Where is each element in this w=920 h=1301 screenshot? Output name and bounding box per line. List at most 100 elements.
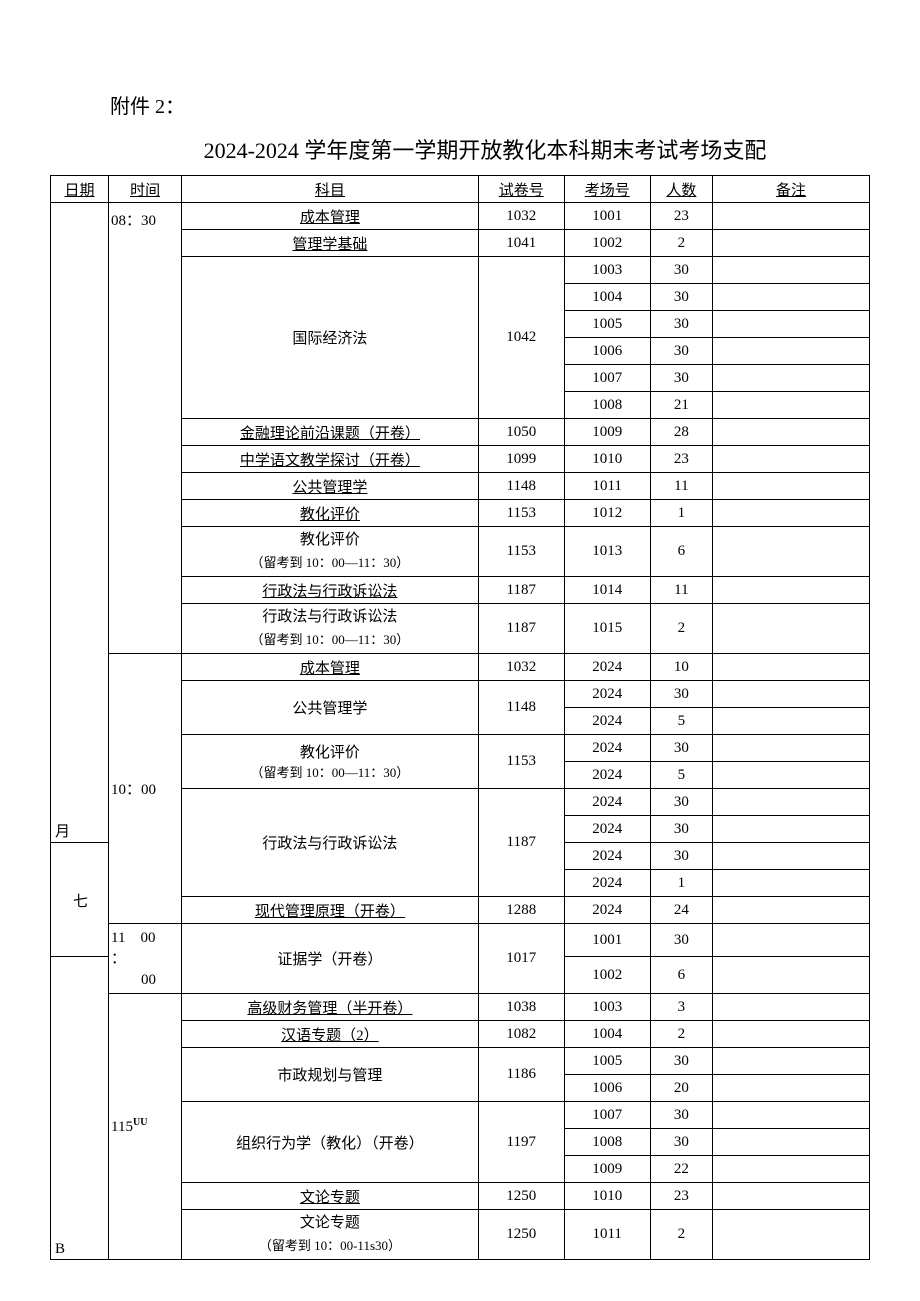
subject-cell: 成本管理	[182, 654, 479, 681]
room-cell: 2024	[564, 708, 650, 735]
time-0830: 08：30	[109, 203, 182, 654]
subject-cell: 国际经济法	[182, 257, 479, 419]
date-cell-month: 月	[51, 203, 109, 843]
count-cell: 30	[650, 843, 712, 870]
room-cell: 1007	[564, 365, 650, 392]
note-cell	[713, 577, 870, 604]
count-cell: 11	[650, 473, 712, 500]
count-cell: 30	[650, 681, 712, 708]
paper-cell: 1148	[478, 473, 564, 500]
note-cell	[713, 924, 870, 957]
paper-cell: 1041	[478, 230, 564, 257]
table-header-row: 日期 时间 科目 试卷号 考场号 人数 备注	[51, 176, 870, 203]
count-cell: 30	[650, 924, 712, 957]
count-cell: 30	[650, 789, 712, 816]
paper-cell: 1032	[478, 203, 564, 230]
subject-cell: 教化评价 （留考到 10：00—11：30）	[182, 527, 479, 577]
table-row: 115UU 高级财务管理（半开卷） 1038 1003 3	[51, 994, 870, 1021]
count-cell: 3	[650, 994, 712, 1021]
paper-cell: 1038	[478, 994, 564, 1021]
room-cell: 2024	[564, 843, 650, 870]
subject-note: （留考到 10：00—11：30）	[251, 555, 410, 570]
subject-cell: 金融理论前沿课题（开卷）	[182, 419, 479, 446]
subject-cell: 管理学基础	[182, 230, 479, 257]
subject-cell: 行政法与行政诉讼法	[182, 577, 479, 604]
time-text: 00	[111, 972, 156, 988]
note-cell	[713, 365, 870, 392]
col-room: 考场号	[564, 176, 650, 203]
subject-cell: 行政法与行政诉讼法	[182, 789, 479, 897]
subject-cell: 教化评价	[182, 500, 479, 527]
note-cell	[713, 708, 870, 735]
subject-cell: 中学语文教学探讨（开卷）	[182, 446, 479, 473]
note-cell	[713, 604, 870, 654]
time-1150: 115UU	[109, 994, 182, 1260]
paper-cell: 1153	[478, 735, 564, 789]
note-cell	[713, 654, 870, 681]
room-cell: 1006	[564, 1075, 650, 1102]
subject-cell: 高级财务管理（半开卷）	[182, 994, 479, 1021]
room-cell: 2024	[564, 735, 650, 762]
note-cell	[713, 1129, 870, 1156]
room-cell: 1004	[564, 1021, 650, 1048]
count-cell: 24	[650, 897, 712, 924]
paper-cell: 1148	[478, 681, 564, 735]
room-cell: 2024	[564, 789, 650, 816]
note-cell	[713, 789, 870, 816]
count-cell: 5	[650, 708, 712, 735]
subject-text: 教化评价	[300, 532, 360, 548]
count-cell: 6	[650, 527, 712, 577]
room-cell: 1009	[564, 1156, 650, 1183]
count-cell: 23	[650, 203, 712, 230]
subject-cell: 市政规划与管理	[182, 1048, 479, 1102]
room-cell: 2024	[564, 870, 650, 897]
count-cell: 2	[650, 604, 712, 654]
col-subject: 科目	[182, 176, 479, 203]
note-cell	[713, 816, 870, 843]
paper-cell: 1197	[478, 1102, 564, 1183]
note-cell	[713, 735, 870, 762]
time-text: 11 00	[111, 930, 155, 946]
count-cell: 2	[650, 1210, 712, 1260]
date-cell-seven: 七	[51, 843, 109, 957]
count-cell: 30	[650, 284, 712, 311]
count-cell: 23	[650, 446, 712, 473]
paper-cell: 1250	[478, 1183, 564, 1210]
note-cell	[713, 1183, 870, 1210]
room-cell: 2024	[564, 762, 650, 789]
subject-text: 行政法与行政诉讼法	[262, 609, 397, 625]
paper-cell: 1153	[478, 500, 564, 527]
room-cell: 2024	[564, 681, 650, 708]
room-cell: 1003	[564, 257, 650, 284]
note-cell	[713, 1210, 870, 1260]
note-cell	[713, 957, 870, 994]
count-cell: 20	[650, 1075, 712, 1102]
note-cell	[713, 284, 870, 311]
room-cell: 2024	[564, 816, 650, 843]
subject-cell: 证据学（开卷）	[182, 924, 479, 994]
time-sup: UU	[133, 1117, 147, 1128]
room-cell: 1015	[564, 604, 650, 654]
count-cell: 30	[650, 1129, 712, 1156]
count-cell: 2	[650, 1021, 712, 1048]
count-cell: 6	[650, 957, 712, 994]
room-cell: 1014	[564, 577, 650, 604]
note-cell	[713, 392, 870, 419]
paper-cell: 1186	[478, 1048, 564, 1102]
room-cell: 1002	[564, 957, 650, 994]
count-cell: 30	[650, 1102, 712, 1129]
time-1000: 10：00	[109, 654, 182, 924]
room-cell: 1013	[564, 527, 650, 577]
room-cell: 2024	[564, 654, 650, 681]
note-cell	[713, 257, 870, 284]
col-date: 日期	[51, 176, 109, 203]
paper-cell: 1017	[478, 924, 564, 994]
table-row: 月 08：30 成本管理 1032 1001 23	[51, 203, 870, 230]
note-cell	[713, 419, 870, 446]
count-cell: 30	[650, 338, 712, 365]
count-cell: 23	[650, 1183, 712, 1210]
subject-cell: 公共管理学	[182, 473, 479, 500]
exam-schedule-table: 日期 时间 科目 试卷号 考场号 人数 备注 月 08：30 成本管理 1032…	[50, 175, 870, 1260]
paper-cell: 1082	[478, 1021, 564, 1048]
document-title: 2024-2024 学年度第一学期开放教化本科期末考试考场支配	[100, 133, 870, 165]
